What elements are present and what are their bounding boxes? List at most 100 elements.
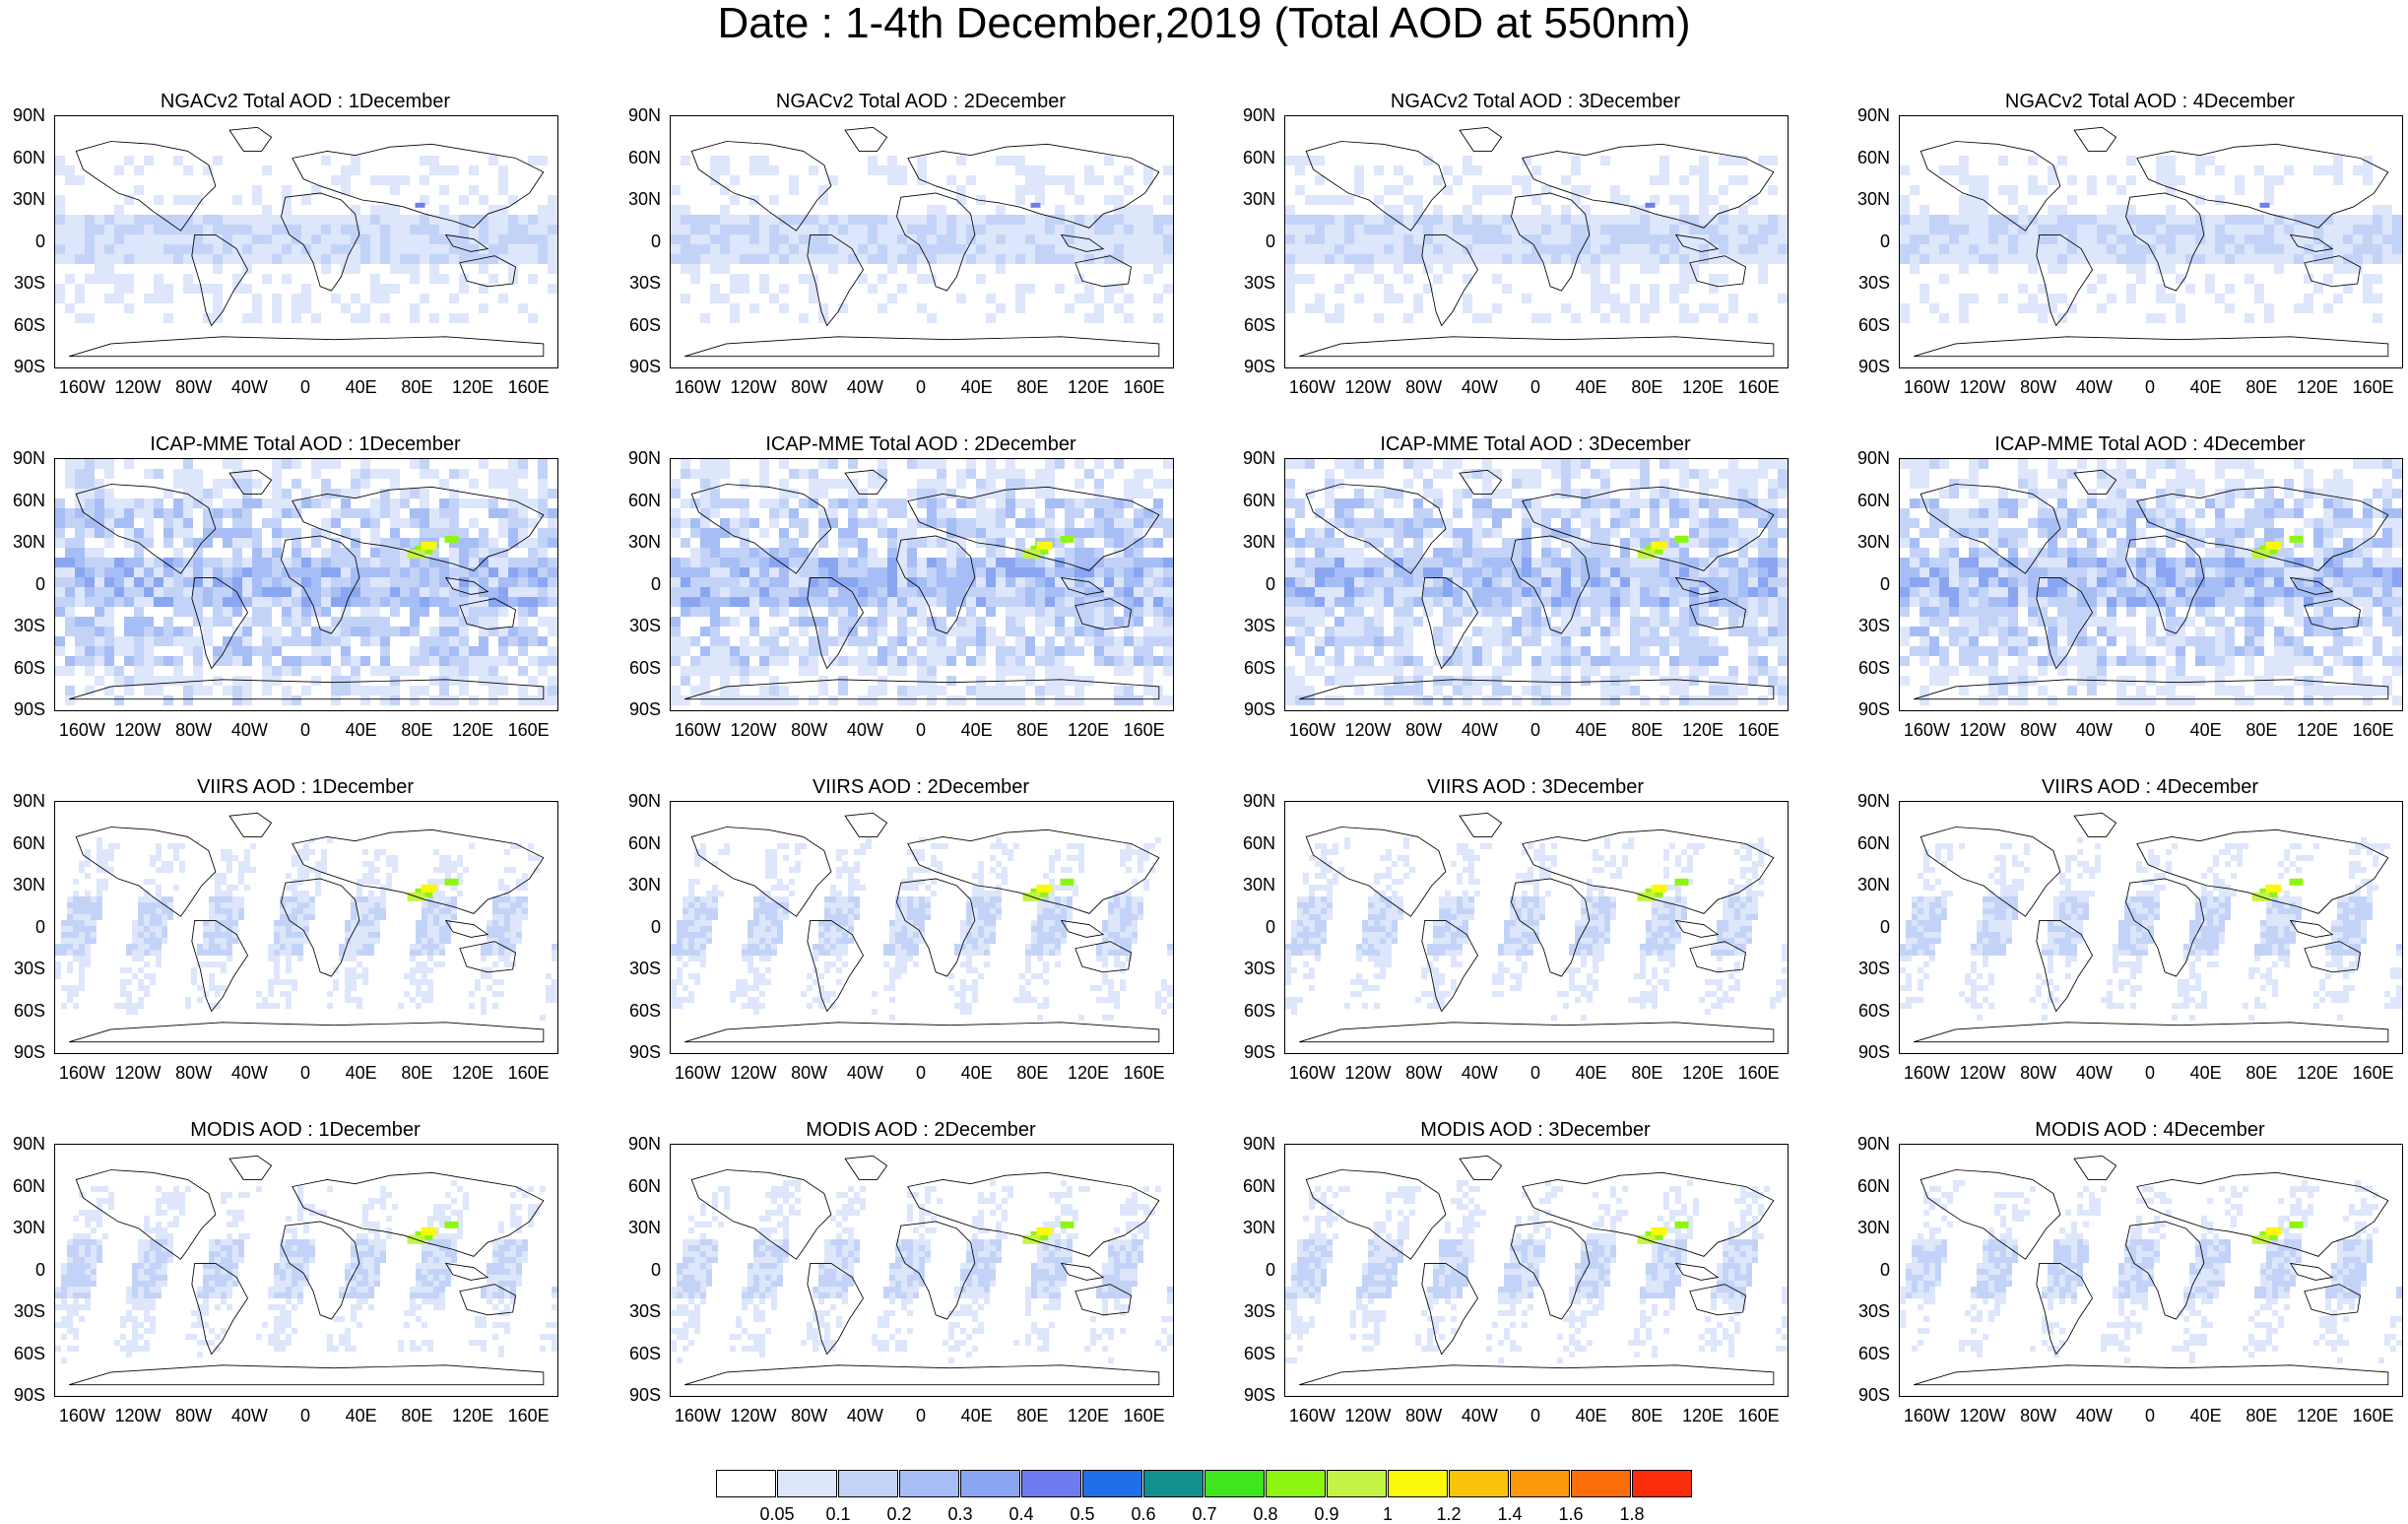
- lat-tick-label: 60N: [0, 492, 45, 509]
- lat-tick-label: 60N: [1230, 492, 1275, 509]
- lat-tick-label: 90N: [0, 1135, 45, 1153]
- lat-tick-label: 0: [0, 575, 45, 593]
- colorbar-label: 1: [1358, 1505, 1417, 1523]
- lat-tick-label: 30S: [0, 617, 45, 634]
- lat-tick-label: 60N: [1845, 492, 1890, 509]
- lon-tick-label: 160E: [2339, 1064, 2408, 1082]
- map-plot: [1899, 115, 2403, 368]
- lat-tick-label: 30N: [0, 190, 45, 208]
- aod-field: [1285, 156, 1788, 323]
- lat-tick-label: 30S: [1230, 617, 1275, 634]
- lat-tick-label: 90N: [0, 106, 45, 124]
- lat-tick-label: 60S: [0, 316, 45, 334]
- lat-tick-label: 30N: [616, 533, 661, 551]
- map-svg: [1900, 459, 2402, 710]
- colorbar-label: 1.2: [1419, 1505, 1478, 1523]
- lat-tick-label: 60S: [0, 1002, 45, 1020]
- lat-tick-label: 30N: [1845, 876, 1890, 894]
- map-plot: [1899, 801, 2403, 1054]
- lat-tick-label: 60S: [616, 1345, 661, 1362]
- colorbar-swatch: [1571, 1470, 1631, 1497]
- lat-tick-label: 30N: [1845, 190, 1890, 208]
- aod-field: [55, 156, 557, 323]
- panel-title: NGACv2 Total AOD : 2December: [665, 92, 1177, 111]
- lat-tick-label: 30S: [0, 274, 45, 292]
- lat-tick-label: 60N: [1230, 149, 1275, 166]
- map-plot: [670, 1144, 1174, 1397]
- lat-tick-label: 60N: [616, 834, 661, 852]
- lon-tick-label: 160E: [494, 378, 563, 396]
- lat-tick-label: 0: [616, 232, 661, 250]
- lat-tick-label: 30N: [1230, 876, 1275, 894]
- lat-tick-label: 90N: [1230, 1135, 1275, 1153]
- lat-tick-label: 90S: [1230, 1043, 1275, 1061]
- lat-tick-label: 90S: [0, 1386, 45, 1404]
- lat-tick-label: 0: [1845, 232, 1890, 250]
- colorbar-swatch: [1082, 1470, 1142, 1497]
- lat-tick-label: 60S: [1845, 1345, 1890, 1362]
- panel-title: NGACv2 Total AOD : 4December: [1894, 92, 2406, 111]
- lat-tick-label: 0: [0, 232, 45, 250]
- aod-field: [1900, 156, 2402, 323]
- panel-title: NGACv2 Total AOD : 1December: [49, 92, 561, 111]
- lat-tick-label: 90N: [1230, 106, 1275, 124]
- figure-title: Date : 1-4th December,2019 (Total AOD at…: [0, 2, 2408, 45]
- lat-tick-label: 0: [1230, 232, 1275, 250]
- lat-tick-label: 0: [616, 918, 661, 936]
- colorbar-label: 0.7: [1175, 1505, 1234, 1523]
- lat-tick-label: 90S: [1230, 1386, 1275, 1404]
- map-svg: [671, 1145, 1173, 1396]
- lat-tick-label: 30S: [616, 617, 661, 634]
- lat-tick-label: 0: [1230, 575, 1275, 593]
- lat-tick-label: 90N: [616, 106, 661, 124]
- panel-title: VIIRS AOD : 4December: [1894, 777, 2406, 797]
- map-svg: [55, 802, 557, 1053]
- lat-tick-label: 90S: [1845, 700, 1890, 718]
- map-plot: [670, 458, 1174, 711]
- lat-tick-label: 90N: [0, 792, 45, 810]
- lat-tick-label: 30S: [616, 1302, 661, 1320]
- panel-title: MODIS AOD : 2December: [665, 1120, 1177, 1140]
- lat-tick-label: 0: [1230, 1261, 1275, 1279]
- aod-field: [1900, 459, 2402, 705]
- colorbar-label: 0.3: [931, 1505, 990, 1523]
- lat-tick-label: 60S: [0, 659, 45, 677]
- lat-tick-label: 90S: [1230, 700, 1275, 718]
- colorbar-swatch: [1632, 1470, 1692, 1497]
- lat-tick-label: 90N: [616, 792, 661, 810]
- map-svg: [1900, 116, 2402, 367]
- lat-tick-label: 90N: [1845, 792, 1890, 810]
- map-svg: [671, 116, 1173, 367]
- lat-tick-label: 60S: [1845, 316, 1890, 334]
- aod-field: [1285, 1180, 1788, 1363]
- panel-title: MODIS AOD : 4December: [1894, 1120, 2406, 1140]
- lat-tick-label: 0: [1845, 918, 1890, 936]
- map-svg: [1285, 1145, 1788, 1396]
- colorbar-swatch: [716, 1470, 776, 1497]
- aod-hotspot: [1646, 203, 1656, 208]
- lat-tick-label: 0: [1845, 1261, 1890, 1279]
- lat-tick-label: 30N: [1845, 533, 1890, 551]
- lat-tick-label: 30N: [1845, 1219, 1890, 1236]
- lat-tick-label: 60S: [1230, 316, 1275, 334]
- aod-field: [671, 459, 1173, 705]
- lon-tick-label: 160E: [1725, 721, 1793, 739]
- lon-tick-label: 160E: [1110, 378, 1179, 396]
- colorbar-swatch: [1204, 1470, 1265, 1497]
- lat-tick-label: 60S: [1230, 659, 1275, 677]
- aod-hotspot: [2260, 203, 2270, 208]
- colorbar-swatch: [1327, 1470, 1387, 1497]
- aod-field: [1900, 837, 2402, 1021]
- lat-tick-label: 60S: [616, 659, 661, 677]
- lat-tick-label: 30S: [1845, 274, 1890, 292]
- lat-tick-label: 0: [616, 1261, 661, 1279]
- aod-field: [55, 459, 557, 705]
- colorbar-label: 0.2: [870, 1505, 929, 1523]
